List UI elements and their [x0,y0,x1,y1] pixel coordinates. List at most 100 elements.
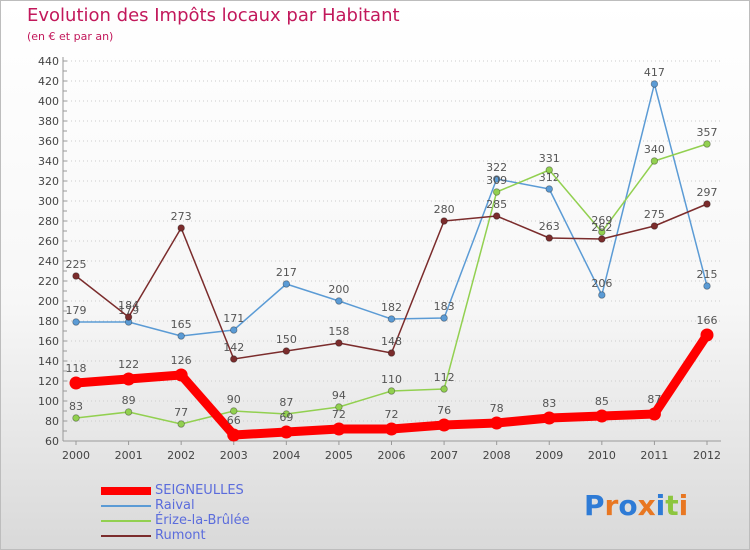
data-label: 122 [118,358,139,371]
data-label: 273 [171,210,192,223]
legend-swatch [101,487,151,495]
data-point [650,222,659,230]
y-tick-label: 180 [38,315,59,328]
data-label: 200 [328,283,349,296]
data-label: 89 [122,394,136,407]
data-point [69,376,83,390]
data-point [490,416,504,430]
data-point [387,349,396,357]
y-tick-label: 240 [38,255,59,268]
data-label: 184 [118,299,139,312]
y-tick-label: 300 [38,195,59,208]
data-point [598,235,606,243]
data-label: 158 [328,325,349,338]
x-tick-label: 2012 [693,449,721,462]
data-label: 94 [332,389,346,402]
data-label: 262 [591,221,612,234]
data-point [542,411,556,425]
legend-label: Rumont [155,528,206,543]
y-tick-label: 160 [38,335,59,348]
y-tick-label: 360 [38,135,59,148]
x-tick-label: 2007 [430,449,458,462]
data-point [650,80,659,88]
data-point [230,407,238,415]
data-point [647,407,661,421]
data-label: 417 [644,66,665,79]
data-label: 90 [227,393,241,406]
data-point [440,217,448,225]
data-point [545,185,553,193]
logo-letter: i [655,489,666,522]
data-label: 263 [539,220,560,233]
data-label: 280 [434,203,455,216]
data-point [282,280,291,288]
legend-swatch [101,535,151,537]
y-tick-label: 280 [38,215,59,228]
chart-subtitle: (en € et par an) [27,30,114,43]
data-point [230,355,238,363]
data-label: 166 [697,314,718,327]
x-tick-label: 2010 [588,449,616,462]
data-label: 182 [381,301,402,314]
data-label: 87 [279,396,293,409]
data-point [72,272,80,280]
data-label: 331 [539,152,560,165]
data-point [72,318,80,326]
data-label: 66 [227,414,241,427]
data-label: 165 [171,318,192,331]
data-label: 76 [437,404,451,417]
legend-label: Raival [155,498,195,513]
logo-letter: o [618,489,638,522]
data-label: 110 [381,373,402,386]
data-point [124,313,133,321]
legend-label: SEIGNEULLES [155,483,244,498]
data-label: 83 [542,397,556,410]
y-tick-label: 120 [38,375,59,388]
data-label: 69 [279,411,293,424]
data-label: 357 [697,126,718,139]
x-tick-label: 2011 [640,449,668,462]
data-label: 150 [276,333,297,346]
data-point [282,410,291,418]
data-label: 217 [276,266,297,279]
data-label: 206 [591,277,612,290]
data-label: 309 [486,174,507,187]
logo-letter: i [678,489,689,522]
y-tick-label: 440 [38,55,59,68]
data-point [335,403,343,411]
x-tick-label: 2003 [220,449,248,462]
data-point [545,166,553,174]
x-tick-label: 2004 [272,449,300,462]
y-tick-label: 340 [38,155,59,168]
data-point [174,368,188,382]
data-label: 171 [223,312,244,325]
data-point [177,224,185,232]
data-label: 72 [385,408,399,421]
data-label: 72 [332,408,346,421]
data-label: 112 [434,371,455,384]
data-label: 126 [171,354,192,367]
data-label: 183 [434,300,455,313]
data-label: 285 [486,198,507,211]
y-tick-label: 100 [38,395,59,408]
data-label: 142 [223,341,244,354]
y-tick-label: 320 [38,175,59,188]
x-tick-label: 2000 [62,449,90,462]
data-label: 87 [647,393,661,406]
logo-letter: t [665,489,679,522]
x-tick-label: 2001 [115,449,143,462]
data-label: 77 [174,406,188,419]
data-point [703,282,711,290]
y-tick-label: 60 [45,435,59,448]
data-point [122,372,136,386]
x-tick-label: 2009 [535,449,563,462]
x-tick-label: 2005 [325,449,353,462]
data-point [437,418,451,432]
data-label: 179 [66,304,87,317]
data-point [227,428,241,442]
data-point [335,297,343,305]
data-point [492,188,501,196]
y-tick-label: 140 [38,355,59,368]
